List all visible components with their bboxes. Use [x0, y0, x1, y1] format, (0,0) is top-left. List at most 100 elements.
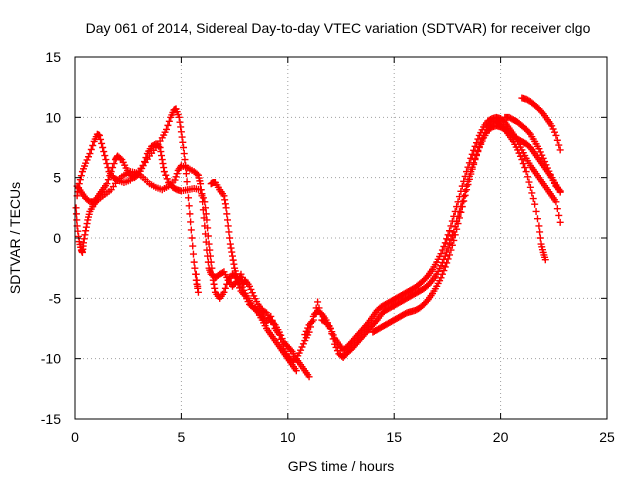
data-point [182, 162, 190, 170]
chart-title: Day 061 of 2014, Sidereal Day-to-day VTE… [86, 20, 591, 36]
data-point [101, 152, 109, 160]
data-point [160, 164, 168, 172]
data-point [100, 148, 108, 156]
data-point [450, 212, 458, 220]
data-point [521, 164, 529, 172]
data-point [98, 139, 106, 147]
data-point [329, 331, 337, 339]
data-point [220, 288, 228, 296]
data-point [103, 160, 111, 168]
data-point [278, 335, 286, 343]
data-point [116, 154, 124, 162]
data-point [427, 278, 435, 286]
data-point [109, 164, 117, 172]
data-point [538, 151, 546, 159]
data-point [158, 152, 166, 160]
data-point [465, 175, 473, 183]
data-point [443, 235, 451, 243]
data-point [475, 144, 483, 151]
data-point [552, 131, 560, 139]
data-point [455, 193, 463, 201]
data-point [171, 176, 179, 184]
data-point [451, 207, 459, 215]
data-point [437, 262, 445, 270]
data-point [160, 168, 168, 176]
data-point [298, 343, 306, 351]
series-arc-6 [369, 122, 564, 336]
data-point [531, 200, 539, 208]
data-point [551, 128, 559, 136]
data-point [446, 227, 454, 235]
y-tick-label: -5 [49, 290, 62, 306]
data-point [229, 256, 237, 264]
data-point [220, 192, 228, 200]
y-tick-label: -10 [41, 351, 61, 367]
data-point [222, 204, 230, 212]
data-point [142, 154, 150, 162]
data-point [440, 267, 448, 275]
data-point [230, 260, 238, 268]
data-point [179, 138, 187, 146]
data-point [522, 168, 530, 176]
data-point [199, 194, 207, 202]
data-point [458, 182, 466, 190]
data-point [477, 140, 485, 148]
data-point [308, 318, 316, 326]
data-point [207, 258, 215, 266]
series-arc-8 [518, 94, 564, 154]
data-point [133, 171, 141, 179]
data-point [437, 274, 445, 282]
data-point [110, 160, 118, 168]
data-point [206, 252, 214, 260]
data-point [451, 231, 459, 239]
data-point [314, 298, 322, 306]
data-point [197, 180, 205, 188]
data-point [84, 153, 92, 161]
data-point [156, 144, 164, 151]
data-point [541, 256, 549, 264]
data-point [460, 177, 468, 185]
data-point [95, 131, 103, 139]
data-point [224, 216, 232, 224]
data-point [187, 226, 195, 234]
data-point [180, 144, 188, 151]
data-point [247, 285, 255, 293]
data-point [458, 203, 466, 211]
data-point [555, 185, 563, 193]
x-tick-label: 5 [178, 429, 186, 445]
data-point [516, 152, 524, 160]
data-point [546, 170, 554, 178]
data-point [437, 250, 445, 258]
data-point [197, 186, 205, 194]
data-point [305, 373, 313, 381]
data-point [226, 234, 234, 242]
data-point [275, 328, 283, 336]
data-point [81, 231, 89, 239]
data-point [107, 168, 115, 176]
data-point [74, 227, 82, 235]
data-point [423, 297, 431, 305]
data-point [102, 156, 110, 164]
data-point [82, 159, 90, 167]
data-point [183, 178, 191, 186]
data-point [75, 232, 83, 240]
data-point [83, 220, 91, 228]
data-point [535, 222, 543, 230]
data-point [538, 108, 546, 116]
data-point [467, 170, 475, 178]
data-point [139, 162, 147, 170]
data-point [204, 224, 212, 232]
x-tick-label: 20 [493, 429, 509, 445]
data-point [238, 273, 246, 281]
data-point [470, 146, 478, 154]
data-point [177, 128, 185, 136]
data-point [184, 194, 192, 202]
data-point [89, 141, 97, 149]
y-tick-label: 15 [45, 49, 61, 65]
data-point [99, 144, 107, 151]
data-point [460, 197, 468, 205]
data-point [472, 152, 480, 160]
data-point [471, 156, 479, 164]
data-point [204, 232, 212, 240]
